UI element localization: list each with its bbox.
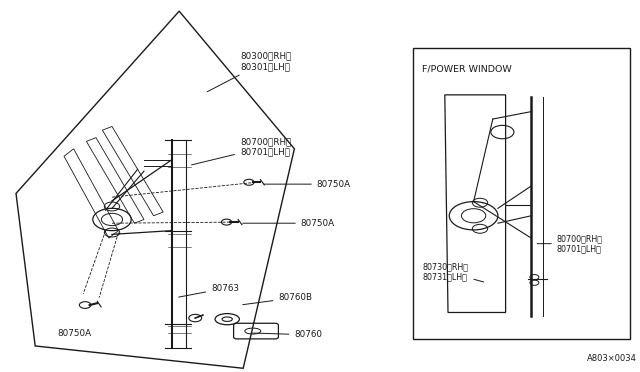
Text: 80750A: 80750A <box>58 329 92 338</box>
Text: 80700〈RH〉
80701〈LH〉: 80700〈RH〉 80701〈LH〉 <box>191 137 291 165</box>
Bar <box>413 48 630 339</box>
Text: 80750A: 80750A <box>243 219 335 228</box>
Text: 80750A: 80750A <box>264 180 351 189</box>
Text: 80760B: 80760B <box>243 293 312 305</box>
Text: F/POWER WINDOW: F/POWER WINDOW <box>422 64 512 73</box>
Text: 80300〈RH〉
80301〈LH〉: 80300〈RH〉 80301〈LH〉 <box>207 52 291 92</box>
Text: 80700〈RH〉
80701〈LH〉: 80700〈RH〉 80701〈LH〉 <box>537 234 603 253</box>
Text: 80760: 80760 <box>252 330 323 339</box>
Text: 80763: 80763 <box>179 284 239 297</box>
Text: 80730〈RH〉
80731〈LH〉: 80730〈RH〉 80731〈LH〉 <box>422 262 484 282</box>
Text: A803×0034: A803×0034 <box>587 354 637 363</box>
